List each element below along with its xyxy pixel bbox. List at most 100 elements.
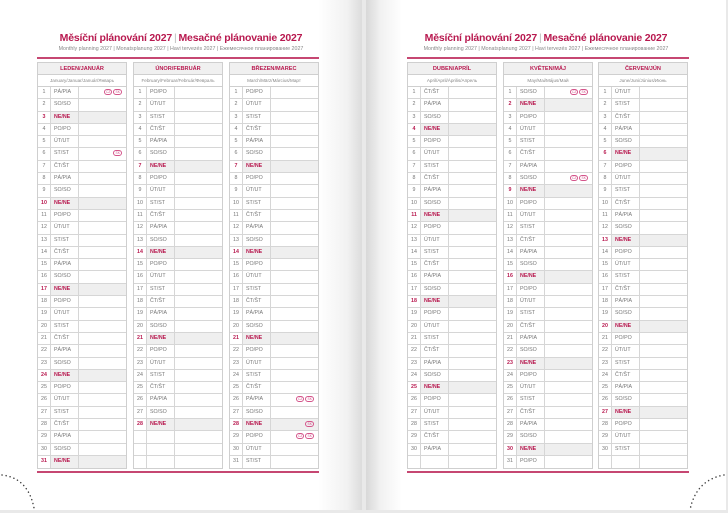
- day-row[interactable]: 7 ST/ST: [408, 160, 496, 174]
- notes-cell[interactable]: SK: [271, 419, 318, 431]
- notes-cell[interactable]: [640, 431, 687, 442]
- day-row[interactable]: 26 PÁ/PIA: [134, 394, 222, 407]
- day-row[interactable]: 3 ST/ST: [230, 111, 318, 124]
- notes-cell[interactable]: [79, 271, 126, 282]
- notes-cell[interactable]: [271, 259, 318, 270]
- notes-cell[interactable]: [271, 87, 318, 98]
- notes-cell[interactable]: [545, 222, 592, 233]
- notes-cell[interactable]: [79, 259, 126, 270]
- notes-cell[interactable]: [640, 419, 687, 430]
- notes-cell[interactable]: [449, 358, 496, 369]
- day-row[interactable]: 19 PÁ/PIA: [230, 308, 318, 321]
- day-row[interactable]: 17 ST/ST: [134, 283, 222, 297]
- notes-cell[interactable]: [545, 136, 592, 147]
- day-row[interactable]: 28 ČT/ŠT: [38, 419, 126, 432]
- day-row[interactable]: 23 ÚT/UT: [134, 357, 222, 370]
- notes-cell[interactable]: [175, 99, 222, 110]
- notes-cell[interactable]: [545, 148, 592, 159]
- day-row[interactable]: 20 ÚT/UT: [408, 320, 496, 333]
- notes-cell[interactable]: [79, 308, 126, 319]
- day-row[interactable]: 16 NE/NE: [504, 271, 592, 284]
- notes-cell[interactable]: [271, 321, 318, 332]
- notes-cell[interactable]: [449, 222, 496, 233]
- day-row[interactable]: 15 ÚT/UT: [599, 259, 687, 272]
- notes-cell[interactable]: CZ SK: [271, 431, 318, 442]
- notes-cell[interactable]: [79, 210, 126, 221]
- day-row[interactable]: 25 ČT/ŠT: [230, 382, 318, 395]
- notes-cell[interactable]: [271, 345, 318, 356]
- day-row[interactable]: 2 ST/ST: [599, 99, 687, 112]
- day-row[interactable]: 27 ÚT/UT: [408, 406, 496, 420]
- day-row[interactable]: 19 ST/ST: [504, 308, 592, 321]
- day-row[interactable]: 11 ÚT/UT: [504, 209, 592, 223]
- notes-cell[interactable]: [545, 431, 592, 442]
- day-row[interactable]: 26 SO/SO: [599, 394, 687, 407]
- day-row[interactable]: 16 ÚT/UT: [230, 271, 318, 284]
- day-row[interactable]: 8 PO/PO: [134, 173, 222, 186]
- notes-cell[interactable]: [449, 198, 496, 209]
- day-row[interactable]: 17 SO/SO: [408, 283, 496, 297]
- notes-cell[interactable]: [640, 345, 687, 356]
- day-row[interactable]: 20 ST/ST: [38, 320, 126, 333]
- day-row[interactable]: 13 NE/NE: [599, 234, 687, 247]
- notes-cell[interactable]: [449, 235, 496, 246]
- day-row[interactable]: 5 ÚT/UT: [38, 136, 126, 149]
- notes-cell[interactable]: [271, 246, 318, 259]
- day-row[interactable]: 28 NE/NE SK: [230, 419, 318, 432]
- notes-cell[interactable]: [640, 382, 687, 393]
- notes-cell[interactable]: [271, 136, 318, 147]
- day-row[interactable]: 1 PO/PO: [230, 87, 318, 100]
- notes-cell[interactable]: [175, 419, 222, 431]
- notes-cell[interactable]: [449, 394, 496, 405]
- notes-cell[interactable]: CZ SK: [79, 87, 126, 98]
- notes-cell[interactable]: [271, 332, 318, 345]
- day-row[interactable]: 17 ST/ST: [230, 283, 318, 297]
- notes-cell[interactable]: [271, 296, 318, 307]
- notes-cell[interactable]: [449, 345, 496, 356]
- notes-cell[interactable]: [271, 99, 318, 110]
- day-row[interactable]: 3 ST/ST: [134, 111, 222, 124]
- notes-cell[interactable]: [640, 234, 687, 246]
- notes-cell[interactable]: [79, 296, 126, 307]
- notes-cell[interactable]: [449, 284, 496, 295]
- notes-cell[interactable]: [271, 148, 318, 159]
- day-row[interactable]: 19 PO/PO: [408, 308, 496, 321]
- notes-cell[interactable]: [545, 161, 592, 172]
- day-row[interactable]: 8 SO/SO CZ SK: [504, 173, 592, 186]
- day-row[interactable]: 8 PÁ/PIA: [38, 173, 126, 186]
- notes-cell[interactable]: [175, 136, 222, 147]
- day-row[interactable]: 24 ST/ST: [134, 369, 222, 383]
- day-row[interactable]: 1 SO/SO CZ SK: [504, 87, 592, 100]
- notes-cell[interactable]: [449, 247, 496, 258]
- notes-cell[interactable]: [545, 407, 592, 418]
- day-row[interactable]: 13 SO/SO: [134, 234, 222, 247]
- notes-cell[interactable]: [175, 394, 222, 405]
- day-row[interactable]: 31 ST/ST: [230, 455, 318, 469]
- notes-cell[interactable]: [271, 173, 318, 184]
- day-row[interactable]: 25 PO/PO: [38, 382, 126, 395]
- notes-cell[interactable]: [175, 407, 222, 418]
- notes-cell[interactable]: [79, 358, 126, 369]
- day-row[interactable]: 16 SO/SO: [38, 271, 126, 284]
- day-row[interactable]: 12 PÁ/PIA: [134, 222, 222, 235]
- notes-cell[interactable]: [545, 443, 592, 455]
- notes-cell[interactable]: [640, 124, 687, 135]
- notes-cell[interactable]: [271, 112, 318, 123]
- day-row[interactable]: [408, 455, 496, 469]
- notes-cell[interactable]: [175, 198, 222, 209]
- day-row[interactable]: 21 ST/ST: [408, 332, 496, 346]
- day-row[interactable]: 13 ÚT/UT: [408, 234, 496, 247]
- notes-cell[interactable]: [175, 259, 222, 270]
- notes-cell[interactable]: [449, 444, 496, 455]
- notes-cell[interactable]: [79, 394, 126, 405]
- day-row[interactable]: 22 PO/PO: [134, 345, 222, 358]
- day-row[interactable]: 30 ST/ST: [599, 443, 687, 456]
- notes-cell[interactable]: [175, 246, 222, 259]
- day-row[interactable]: 26 ST/ST: [504, 394, 592, 407]
- day-row[interactable]: 10 ST/ST: [230, 197, 318, 210]
- day-row[interactable]: 23 PÁ/PIA: [408, 357, 496, 370]
- day-row[interactable]: 23 SO/SO: [38, 357, 126, 370]
- day-row[interactable]: 15 PO/PO: [230, 259, 318, 272]
- day-row[interactable]: 5 PO/PO: [408, 136, 496, 149]
- day-row[interactable]: 29 ÚT/UT: [599, 431, 687, 444]
